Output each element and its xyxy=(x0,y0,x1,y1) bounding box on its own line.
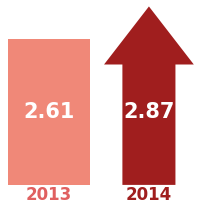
Text: 2.87: 2.87 xyxy=(123,102,175,122)
Bar xyxy=(8,39,90,185)
Polygon shape xyxy=(104,6,194,185)
Text: 2013: 2013 xyxy=(26,186,72,204)
Text: 2014: 2014 xyxy=(126,186,172,204)
Text: 2.61: 2.61 xyxy=(23,102,75,122)
